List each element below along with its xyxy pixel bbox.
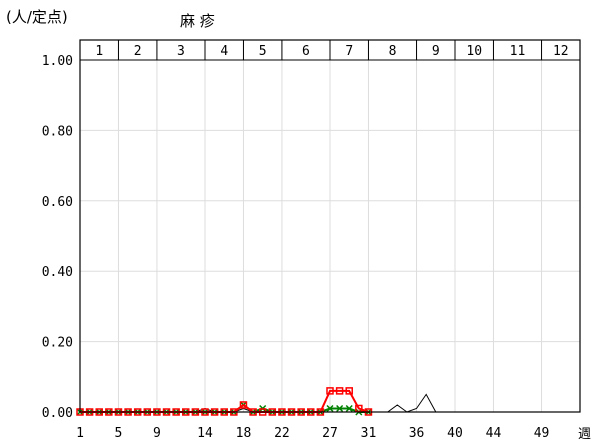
series-point-2	[345, 387, 353, 395]
x-tick-label: 5	[115, 426, 123, 441]
x-tick-label: 40	[447, 426, 463, 441]
x-tick-label: 14	[197, 426, 213, 441]
x-axis-unit-label: 週	[578, 427, 591, 442]
series-point-1	[326, 404, 334, 413]
month-band: 1 2 3 4 5 6 7 8 9 10 11 12	[95, 40, 569, 60]
x-tick-label: 44	[486, 426, 502, 441]
series-point-2	[335, 387, 344, 395]
month-label: 6	[302, 44, 310, 59]
grid-lines	[79, 40, 580, 412]
y-tick-labels: 1.00 0.80 0.60 0.40 0.20 0.00	[42, 54, 73, 421]
series-point-2	[326, 387, 334, 395]
x-tick-label: 1	[76, 426, 84, 441]
x-tick-labels: 1 5 9 14 18 22 27 31 36 40 44 49	[76, 426, 549, 441]
x-tick-label: 18	[236, 426, 252, 441]
y-tick-label: 0.40	[42, 265, 73, 280]
y-tick-label: 0.60	[42, 195, 73, 210]
x-tick-label: 22	[274, 426, 290, 441]
series-point-2	[239, 401, 248, 409]
y-tick-label: 0.20	[42, 336, 73, 351]
x-tick-label: 31	[361, 426, 377, 441]
x-tick-label: 27	[322, 426, 338, 441]
plot-frame	[79, 39, 581, 413]
month-label: 11	[510, 44, 526, 59]
y-tick-label: 0.00	[42, 406, 73, 421]
month-label: 4	[220, 44, 228, 59]
y-tick-label: 0.80	[42, 124, 73, 139]
y-tick-label: 1.00	[42, 54, 73, 69]
month-label: 2	[134, 44, 142, 59]
month-label: 12	[553, 44, 569, 59]
month-label: 9	[432, 44, 440, 59]
month-label: 8	[389, 44, 397, 59]
y-axis-unit-label: (人/定点)	[6, 8, 68, 26]
series-point-1	[345, 404, 353, 413]
x-tick-label: 9	[153, 426, 161, 441]
x-tick-label: 49	[534, 426, 550, 441]
chart-title: 麻 疹	[180, 12, 215, 30]
series-point-1	[336, 404, 344, 413]
month-label: 5	[259, 44, 267, 59]
month-label: 7	[345, 44, 353, 59]
series-group	[76, 387, 580, 416]
month-label: 10	[466, 44, 482, 59]
month-label: 3	[177, 44, 185, 59]
month-label: 1	[95, 44, 103, 59]
x-tick-label: 36	[409, 426, 425, 441]
